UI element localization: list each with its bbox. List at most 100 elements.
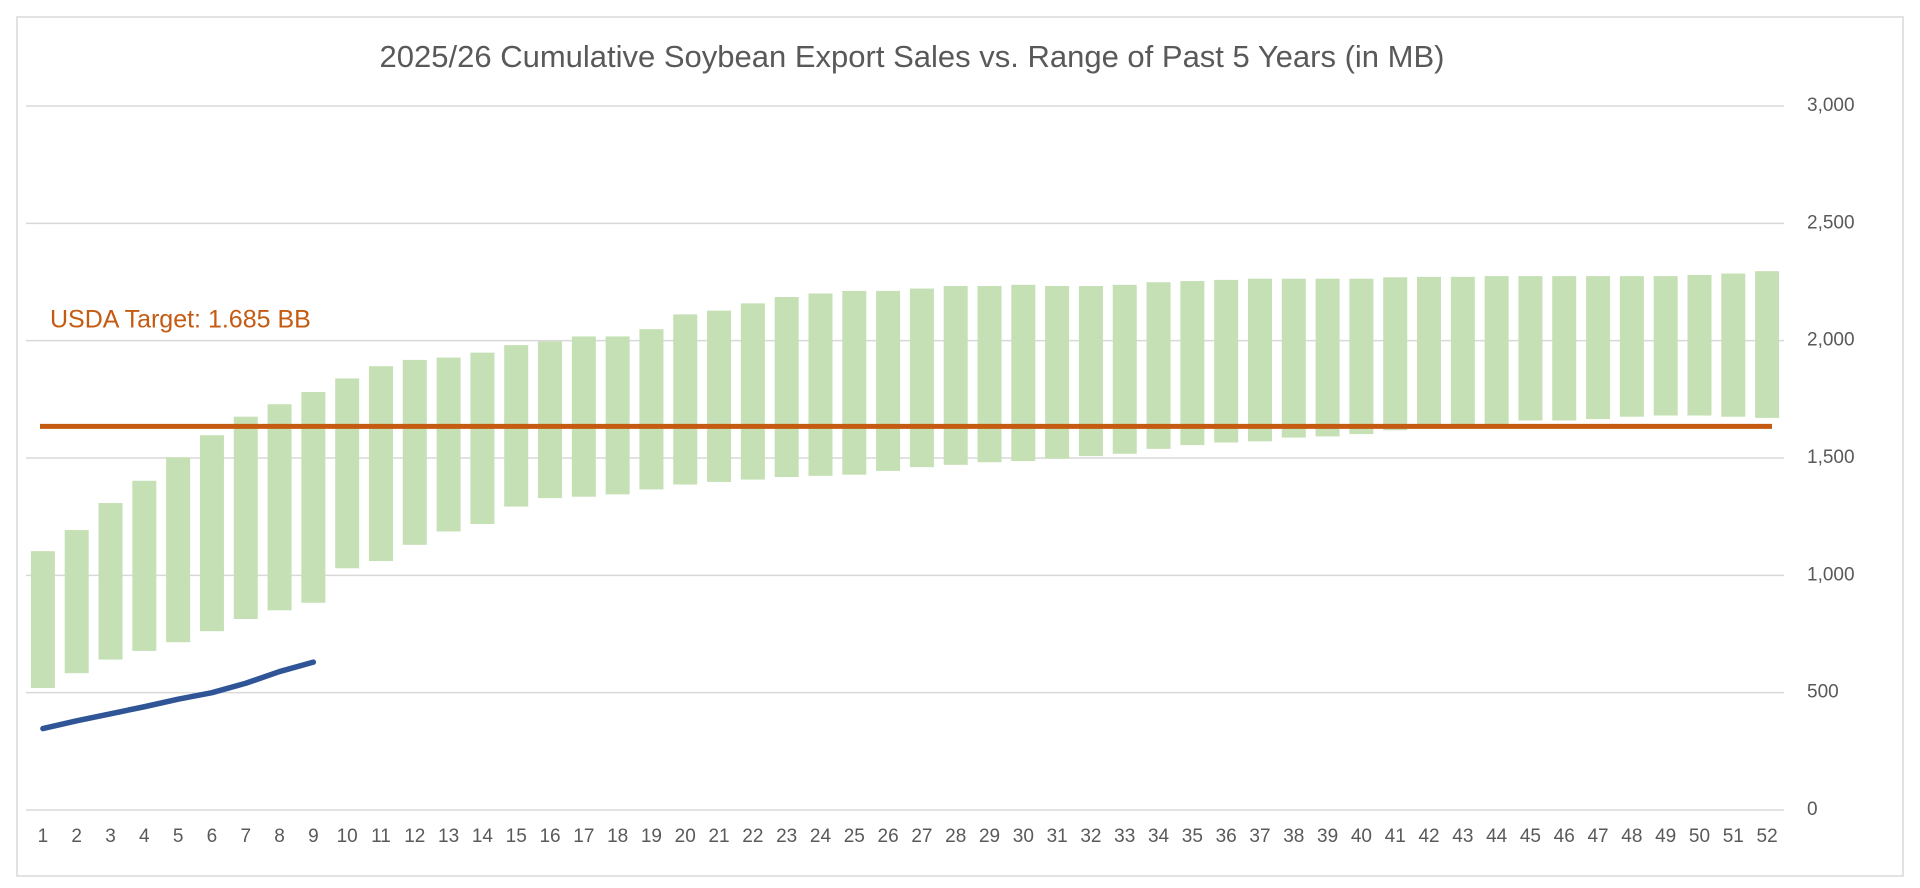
x-tick-label: 25 (844, 826, 865, 847)
range-bar (1653, 276, 1678, 416)
x-tick-label: 39 (1317, 826, 1338, 847)
range-bar (740, 303, 765, 480)
range-bar (1417, 276, 1442, 429)
range-bar (673, 314, 698, 485)
range-bar (1586, 276, 1611, 420)
x-tick-label: 27 (911, 826, 932, 847)
range-bar (1315, 278, 1340, 437)
range-bar (1146, 282, 1171, 449)
x-tick-label: 21 (708, 826, 729, 847)
x-tick-label: 38 (1283, 826, 1304, 847)
x-tick-label: 32 (1080, 826, 1101, 847)
range-bar (1619, 276, 1644, 417)
range-bar (233, 416, 258, 619)
range-bar (1281, 278, 1306, 438)
range-bar (909, 288, 934, 468)
x-tick-label: 43 (1452, 826, 1473, 847)
x-tick-label: 5 (173, 826, 184, 847)
range-bar (639, 329, 664, 490)
range-bar (1755, 271, 1780, 418)
x-tick-label: 35 (1182, 826, 1203, 847)
x-tick-label: 34 (1148, 826, 1170, 847)
range-bar (605, 336, 630, 495)
x-tick-label: 50 (1689, 826, 1710, 847)
range-bar (368, 366, 393, 562)
range-bar (876, 290, 901, 471)
x-tick-label: 29 (979, 826, 1000, 847)
range-bar (1045, 285, 1070, 459)
x-tick-label: 16 (539, 826, 560, 847)
x-tick-label: 41 (1385, 826, 1406, 847)
x-tick-label: 22 (742, 826, 763, 847)
range-bar (977, 285, 1002, 463)
range-bar (1349, 278, 1374, 435)
range-bar (1450, 276, 1475, 427)
x-tick-label: 31 (1047, 826, 1068, 847)
range-bar (774, 297, 799, 478)
x-tick-label: 14 (472, 826, 494, 847)
range-bar (199, 435, 224, 632)
x-tick-label: 52 (1757, 826, 1778, 847)
x-tick-label: 8 (274, 826, 285, 847)
x-tick-label: 13 (438, 826, 459, 847)
x-tick-label: 6 (207, 826, 218, 847)
x-tick-label: 42 (1418, 826, 1439, 847)
x-tick-label: 48 (1621, 826, 1642, 847)
range-bar (98, 503, 123, 660)
x-tick-label: 15 (506, 826, 527, 847)
x-tick-label: 45 (1520, 826, 1541, 847)
x-tick-label: 23 (776, 826, 797, 847)
range-bar (1484, 276, 1509, 424)
y-tick-label: 1,000 (1807, 564, 1855, 585)
x-tick-label: 17 (573, 826, 594, 847)
y-tick-label: 0 (1807, 799, 1818, 820)
x-tick-label: 7 (240, 826, 251, 847)
range-bar (30, 551, 55, 688)
range-bar (1687, 274, 1712, 416)
x-tick-label: 1 (38, 826, 49, 847)
x-tick-label: 2 (71, 826, 82, 847)
range-bar (943, 285, 968, 465)
range-bar (132, 480, 157, 651)
x-tick-label: 44 (1486, 826, 1508, 847)
y-tick-label: 2,000 (1807, 330, 1855, 351)
x-tick-label: 51 (1723, 826, 1744, 847)
x-tick-label: 28 (945, 826, 966, 847)
x-tick-label: 4 (139, 826, 150, 847)
range-bar (64, 530, 89, 674)
range-bar (402, 359, 427, 545)
x-tick-label: 18 (607, 826, 628, 847)
range-bar (1011, 284, 1036, 462)
x-tick-label: 11 (371, 826, 391, 847)
x-tick-label: 30 (1013, 826, 1034, 847)
range-bar (267, 404, 292, 611)
y-tick-label: 1,500 (1807, 447, 1855, 468)
y-tick-label: 3,000 (1807, 95, 1855, 116)
x-tick-label: 37 (1249, 826, 1270, 847)
range-bar (1721, 273, 1746, 417)
range-bar (335, 378, 360, 569)
x-tick-label: 9 (308, 826, 319, 847)
x-tick-label: 40 (1351, 826, 1372, 847)
x-tick-label: 46 (1554, 826, 1575, 847)
range-bar (1247, 278, 1272, 442)
range-bar (470, 352, 495, 524)
chart-title: 2025/26 Cumulative Soybean Export Sales … (380, 39, 1445, 74)
range-bar (1518, 276, 1543, 421)
x-tick-label: 47 (1587, 826, 1608, 847)
range-bar (1552, 276, 1577, 421)
x-tick-label: 36 (1216, 826, 1237, 847)
x-tick-label: 24 (810, 826, 832, 847)
range-bar (1214, 279, 1239, 443)
range-bar (1383, 277, 1408, 431)
range-bar (808, 293, 833, 476)
range-bar (571, 336, 596, 497)
target-label: USDA Target: 1.685 BB (50, 306, 311, 334)
x-tick-label: 19 (641, 826, 662, 847)
x-tick-label: 12 (404, 826, 425, 847)
x-tick-label: 10 (337, 826, 358, 847)
x-tick-label: 20 (675, 826, 696, 847)
range-bar (436, 357, 461, 532)
x-tick-label: 26 (878, 826, 899, 847)
